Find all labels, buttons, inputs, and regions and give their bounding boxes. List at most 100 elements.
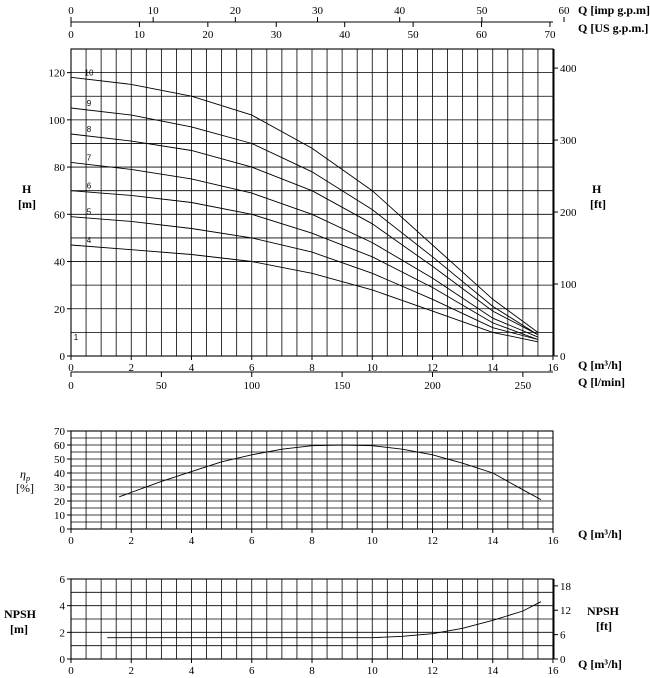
q-lmin-axis-label: Q [l/min] [578, 375, 625, 389]
y-tick-label: 40 [54, 257, 66, 269]
x-tick-label: 2 [129, 535, 135, 547]
h-axis-label-left: H [22, 182, 32, 196]
x-tick-label: 12 [427, 362, 438, 374]
y-tick-label: 70 [54, 426, 66, 438]
x-tick-label: 6 [249, 535, 255, 547]
y2-tick-label: 0 [560, 654, 566, 666]
y2-tick-label: 200 [560, 207, 577, 219]
y-tick-label: 30 [54, 482, 66, 494]
series-line [70, 161, 539, 338]
lmin-tick-label: 200 [424, 380, 441, 392]
us-tick-label: 40 [339, 29, 351, 41]
y-tick-label: 0 [60, 351, 66, 363]
npsh-unit-label-left: [m] [10, 622, 28, 636]
series-line [70, 216, 539, 340]
series-line [70, 190, 539, 340]
lmin-tick-label: 50 [156, 380, 168, 392]
us-tick-label: 50 [408, 29, 420, 41]
us-tick-label: 20 [202, 29, 214, 41]
us-tick-label: 60 [476, 29, 488, 41]
y2-tick-label: 300 [560, 135, 577, 147]
x-tick-label: 12 [427, 665, 438, 677]
x-tick-label: 6 [249, 665, 255, 677]
x-tick-label: 8 [309, 362, 315, 374]
y-tick-label: 10 [54, 510, 66, 522]
y-tick-label: 4 [60, 601, 66, 613]
y-tick-label: 120 [49, 68, 66, 80]
lmin-tick-label: 0 [68, 380, 74, 392]
eta-axis-label: ηp [20, 467, 30, 483]
y-tick-label: 20 [54, 304, 66, 316]
y2-tick-label: 400 [560, 63, 577, 75]
y-tick-label: 60 [54, 209, 66, 221]
imp-tick-label: 60 [559, 5, 571, 17]
lmin-tick-label: 250 [515, 380, 532, 392]
imp-tick-label: 30 [312, 5, 324, 17]
y-tick-label: 20 [54, 496, 66, 508]
imp-tick-label: 40 [394, 5, 406, 17]
y2-tick-label: 12 [560, 605, 571, 617]
y-tick-label: 40 [54, 468, 66, 480]
x-tick-label: 0 [68, 665, 74, 677]
y2-tick-label: 100 [560, 279, 577, 291]
x-tick-label: 2 [129, 362, 135, 374]
y2-tick-label: 6 [560, 630, 566, 642]
x-tick-label: 6 [249, 362, 255, 374]
y-tick-label: 60 [54, 440, 66, 452]
q-imp-axis-label: Q [imp g.p.m] [578, 3, 650, 17]
series-label: 8 [87, 125, 92, 134]
x-tick-label: 8 [309, 535, 315, 547]
series-line [70, 133, 539, 336]
q-us-axis-label: Q [US g.p.m.] [578, 21, 648, 35]
series-line [70, 76, 539, 333]
y-tick-label: 6 [60, 574, 66, 586]
x-tick-label: 0 [68, 362, 74, 374]
npsh-axis-label-right: NPSH [587, 604, 620, 618]
series-label: 5 [87, 208, 92, 217]
q-m3h-axis-label-eff: Q [m³/h] [578, 527, 622, 541]
us-tick-label: 30 [271, 29, 283, 41]
x-tick-label: 4 [189, 665, 195, 677]
series-line [107, 601, 542, 639]
imp-tick-label: 10 [148, 5, 160, 17]
y-tick-label: 80 [54, 162, 66, 174]
imp-tick-label: 20 [230, 5, 242, 17]
x-tick-label: 12 [427, 535, 438, 547]
efficiency-chart: 0 10 20 30 40 50 60 70 0 2 4 6 8 10 12 14 16 [54, 426, 559, 547]
x-tick-label: 2 [129, 665, 135, 677]
y-tick-label: 0 [60, 654, 66, 666]
y-tick-label: 50 [54, 454, 66, 466]
x-tick-label: 10 [367, 362, 379, 374]
series-label: 6 [87, 182, 92, 191]
x-tick-label: 16 [548, 535, 560, 547]
series-label: 10 [85, 68, 94, 77]
imp-tick-label: 0 [68, 5, 74, 17]
h-axis-label-right: H [592, 182, 602, 196]
us-tick-label: 0 [68, 29, 74, 41]
x-tick-label: 4 [189, 362, 195, 374]
y-tick-label: 0 [60, 524, 66, 536]
lmin-tick-label: 100 [244, 380, 261, 392]
x-tick-label: 8 [309, 665, 315, 677]
series-label: 1 [74, 333, 79, 342]
series-line [70, 244, 538, 343]
y-tick-label: 100 [49, 115, 66, 127]
x-tick-label: 14 [487, 665, 499, 677]
x-tick-label: 0 [68, 535, 74, 547]
series-line [119, 444, 542, 500]
y-tick-label: 2 [60, 627, 66, 639]
imp-tick-label: 50 [476, 5, 488, 17]
h-unit-label-left: [m] [18, 197, 36, 211]
us-tick-label: 70 [544, 29, 556, 41]
x-tick-label: 16 [548, 362, 560, 374]
grid-2 [70, 578, 554, 660]
npsh-unit-label-right: [ft] [596, 619, 612, 633]
series-label: 9 [87, 99, 92, 108]
y2-tick-label: 0 [560, 351, 566, 363]
series-line [70, 107, 539, 336]
x-tick-label: 10 [367, 535, 379, 547]
eta-subscript: p [25, 474, 30, 483]
